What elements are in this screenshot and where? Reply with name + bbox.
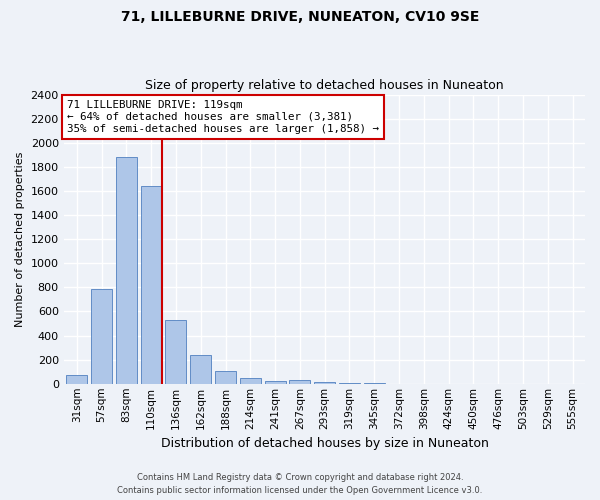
Bar: [215, 371, 236, 384]
Bar: [166, 320, 187, 384]
Bar: [339, 383, 360, 384]
Text: 71 LILLEBURNE DRIVE: 119sqm
← 64% of detached houses are smaller (3,381)
35% of : 71 LILLEBURNE DRIVE: 119sqm ← 64% of det…: [67, 100, 379, 134]
Bar: [91, 288, 112, 384]
Text: 71, LILLEBURNE DRIVE, NUNEATON, CV10 9SE: 71, LILLEBURNE DRIVE, NUNEATON, CV10 9SE: [121, 10, 479, 24]
Y-axis label: Number of detached properties: Number of detached properties: [15, 152, 25, 327]
Bar: [190, 355, 211, 384]
Bar: [116, 157, 137, 384]
Title: Size of property relative to detached houses in Nuneaton: Size of property relative to detached ho…: [145, 79, 504, 92]
Bar: [66, 374, 87, 384]
Bar: [140, 186, 161, 384]
Bar: [240, 378, 261, 384]
Bar: [289, 380, 310, 384]
Bar: [314, 382, 335, 384]
X-axis label: Distribution of detached houses by size in Nuneaton: Distribution of detached houses by size …: [161, 437, 488, 450]
Bar: [265, 381, 286, 384]
Text: Contains HM Land Registry data © Crown copyright and database right 2024.
Contai: Contains HM Land Registry data © Crown c…: [118, 474, 482, 495]
